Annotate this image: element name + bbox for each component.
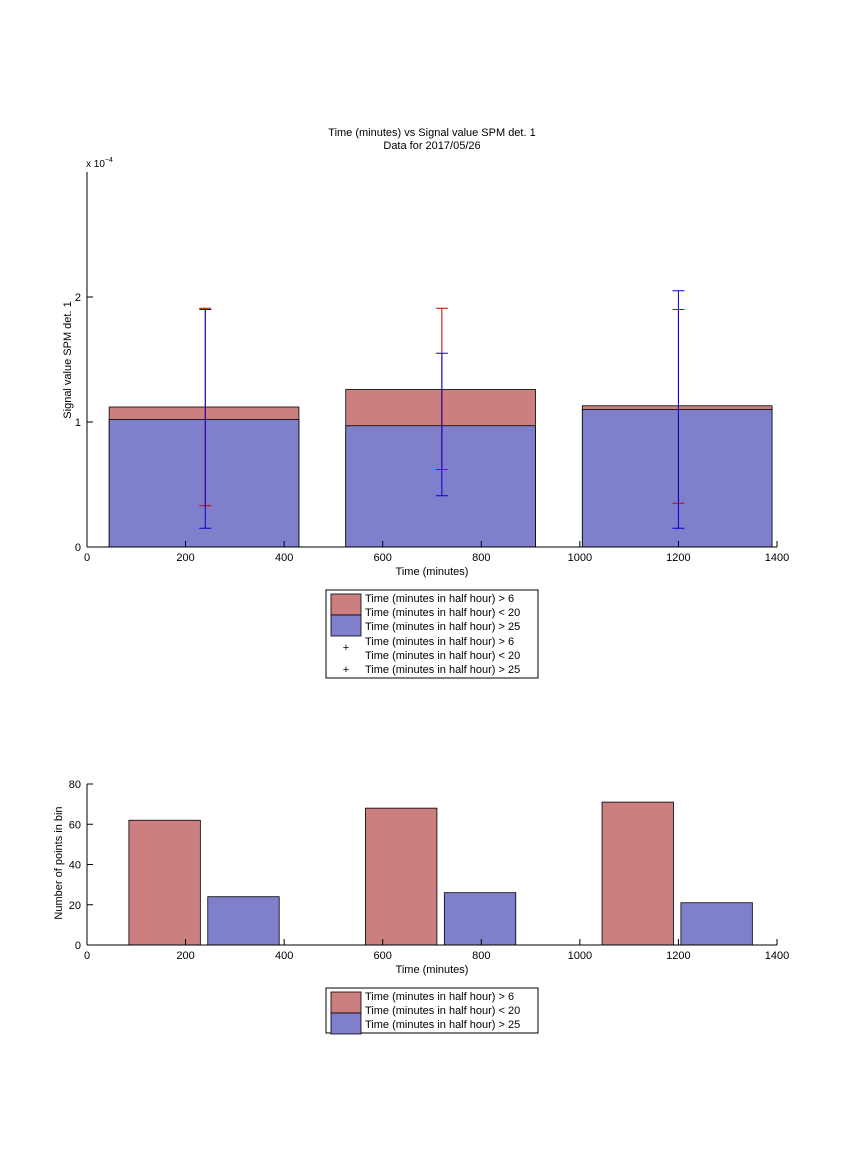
x-tick-label: 1400 (765, 950, 789, 962)
y-exponent-power: −4 (105, 157, 113, 164)
legend-swatch-red (330, 991, 362, 1014)
x-tick-label: 600 (374, 552, 392, 564)
bar-blue-3 (443, 892, 517, 946)
legend-label: Time (minutes in half hour) < 20 (365, 607, 520, 619)
x-axis-label: Time (minutes) (396, 964, 469, 976)
y-tick-label: 40 (69, 860, 81, 872)
bar-red-0 (128, 819, 201, 946)
legend-swatch-blue (330, 1012, 362, 1035)
x-tick-label: 1000 (568, 552, 592, 564)
legend-label: Time (minutes in half hour) < 20 (365, 1005, 520, 1017)
bar-blue-1 (345, 425, 536, 548)
signal-chart: Time (minutes) vs Signal value SPM det. … (62, 127, 789, 679)
signal-plot-area: 0 200 400 600 800 1000 1200 1400 0 1 2 (75, 172, 789, 564)
x-tick-label: 1200 (666, 950, 690, 962)
x-tick-label: 600 (374, 950, 392, 962)
legend-marker-blue: + (343, 664, 349, 676)
x-tick-label: 800 (472, 552, 490, 564)
y-tick-label: 20 (69, 900, 81, 912)
legend-label: Time (minutes in half hour) > 25 (365, 1019, 520, 1031)
y-tick-label: 0 (75, 940, 81, 952)
legend-label: Time (minutes in half hour) < 20 (365, 650, 520, 662)
bar-blue-1 (207, 896, 280, 946)
bar-red-4 (601, 801, 674, 946)
x-tick-label: 0 (84, 552, 90, 564)
count-chart: Number of points in bin Time (minutes) 0… (53, 779, 789, 1035)
x-tick-label: 1400 (765, 552, 789, 564)
bar-red-2 (365, 807, 438, 946)
y-tick-label: 80 (69, 779, 81, 791)
x-tick-label: 1200 (666, 552, 690, 564)
signal-legend: Time (minutes in half hour) > 6 Time (min… (325, 589, 539, 679)
y-exponent-label: x 10−4 (86, 157, 113, 170)
x-tick-label: 800 (472, 950, 490, 962)
x-tick-label: 0 (84, 950, 90, 962)
x-axis-label: Time (minutes) (396, 566, 469, 578)
legend-label: Time (minutes in half hour) > 6 (365, 991, 514, 1003)
x-tick-label: 1000 (568, 950, 592, 962)
y-tick-label: 60 (69, 819, 81, 831)
bar-blue-2 (581, 409, 773, 548)
bar-blue-5 (680, 902, 753, 946)
chart-title: Time (minutes) vs Signal value SPM det. … (328, 127, 535, 139)
y-tick-label: 2 (75, 292, 81, 304)
y-axis-label: Signal value SPM det. 1 (62, 301, 74, 418)
count-plot-area: 0 200 400 600 800 1000 1200 1400 0 20 40 60 80 (69, 779, 789, 962)
y-tick-label: 1 (75, 417, 81, 429)
y-exponent-base: x 10 (86, 159, 105, 170)
legend-label: Time (minutes in half hour) > 25 (365, 621, 520, 633)
x-tick-label: 200 (176, 552, 194, 564)
legend-label: Time (minutes in half hour) > 25 (365, 664, 520, 676)
legend-label: Time (minutes in half hour) > 6 (365, 636, 514, 648)
x-tick-label: 200 (176, 950, 194, 962)
x-tick-label: 400 (275, 950, 293, 962)
legend-marker-red: + (343, 642, 349, 654)
legend-swatch-red (330, 593, 362, 616)
legend-swatch-blue (330, 614, 362, 637)
x-tick-label: 400 (275, 552, 293, 564)
bar-blue-0 (108, 419, 300, 548)
chart-subtitle: Data for 2017/05/26 (383, 140, 480, 152)
y-tick-label: 0 (75, 542, 81, 554)
legend-label: Time (minutes in half hour) > 6 (365, 593, 514, 605)
y-axis-label: Number of points in bin (53, 806, 65, 919)
count-legend: Time (minutes in half hour) > 6 Time (min… (325, 987, 539, 1035)
